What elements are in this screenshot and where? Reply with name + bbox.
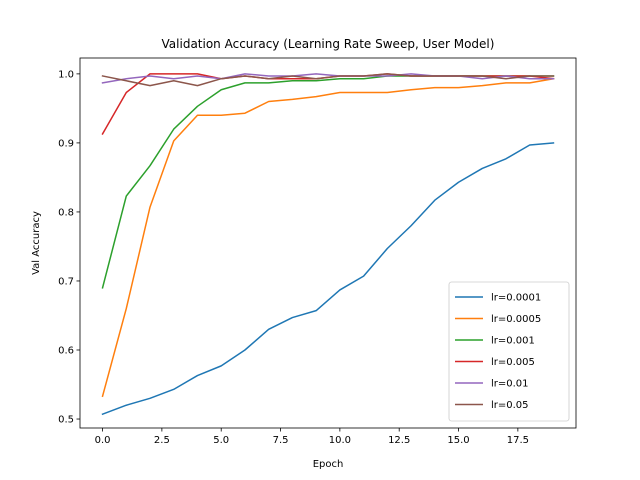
series-line-3 [101, 73, 555, 135]
legend-entry-label: lr=0.005 [491, 357, 535, 368]
y-tick-label: 0.7 [58, 276, 74, 287]
series-line-2 [101, 75, 555, 289]
legend-entry-label: lr=0.01 [491, 379, 529, 390]
legend-entry-label: lr=0.001 [491, 336, 535, 347]
plot-frame [79, 57, 577, 429]
series-line-1 [101, 77, 555, 398]
legend-entry-label: lr=0.0005 [491, 314, 541, 325]
y-tick-label: 1.0 [58, 69, 74, 80]
legend: lr=0.0001 lr=0.0005 lr=0.001 lr=0.005 lr=0.0… [448, 281, 570, 422]
x-axis: 0.0 2.5 5.0 7.5 10.0 12.5 15.0 17.5 [95, 428, 529, 446]
y-tick-label: 0.6 [58, 345, 74, 356]
series-line-5 [101, 73, 555, 87]
legend-box [448, 281, 570, 422]
chart-title: Validation Accuracy (Learning Rate Sweep… [162, 37, 495, 51]
series-layer [101, 73, 555, 416]
x-tick-label: 15.0 [447, 435, 469, 446]
x-tick-label: 10.0 [329, 435, 351, 446]
x-tick-label: 17.5 [507, 435, 529, 446]
y-tick-label: 0.9 [58, 138, 74, 149]
x-tick-label: 5.0 [213, 435, 229, 446]
y-axis-label: Val Accuracy [31, 211, 42, 275]
x-tick-label: 12.5 [388, 435, 410, 446]
series-line-4 [101, 73, 555, 84]
y-tick-label: 0.8 [58, 207, 74, 218]
y-tick-label: 0.5 [58, 415, 74, 426]
x-tick-label: 0.0 [95, 435, 111, 446]
x-axis-label: Epoch [313, 459, 344, 470]
x-tick-label: 2.5 [154, 435, 170, 446]
legend-entry-label: lr=0.0001 [491, 293, 541, 304]
series-line-0 [101, 142, 555, 416]
y-axis: 0.5 0.6 0.7 0.8 0.9 1.0 [58, 69, 80, 426]
legend-entry-label: lr=0.05 [491, 400, 529, 411]
x-tick-label: 7.5 [273, 435, 289, 446]
